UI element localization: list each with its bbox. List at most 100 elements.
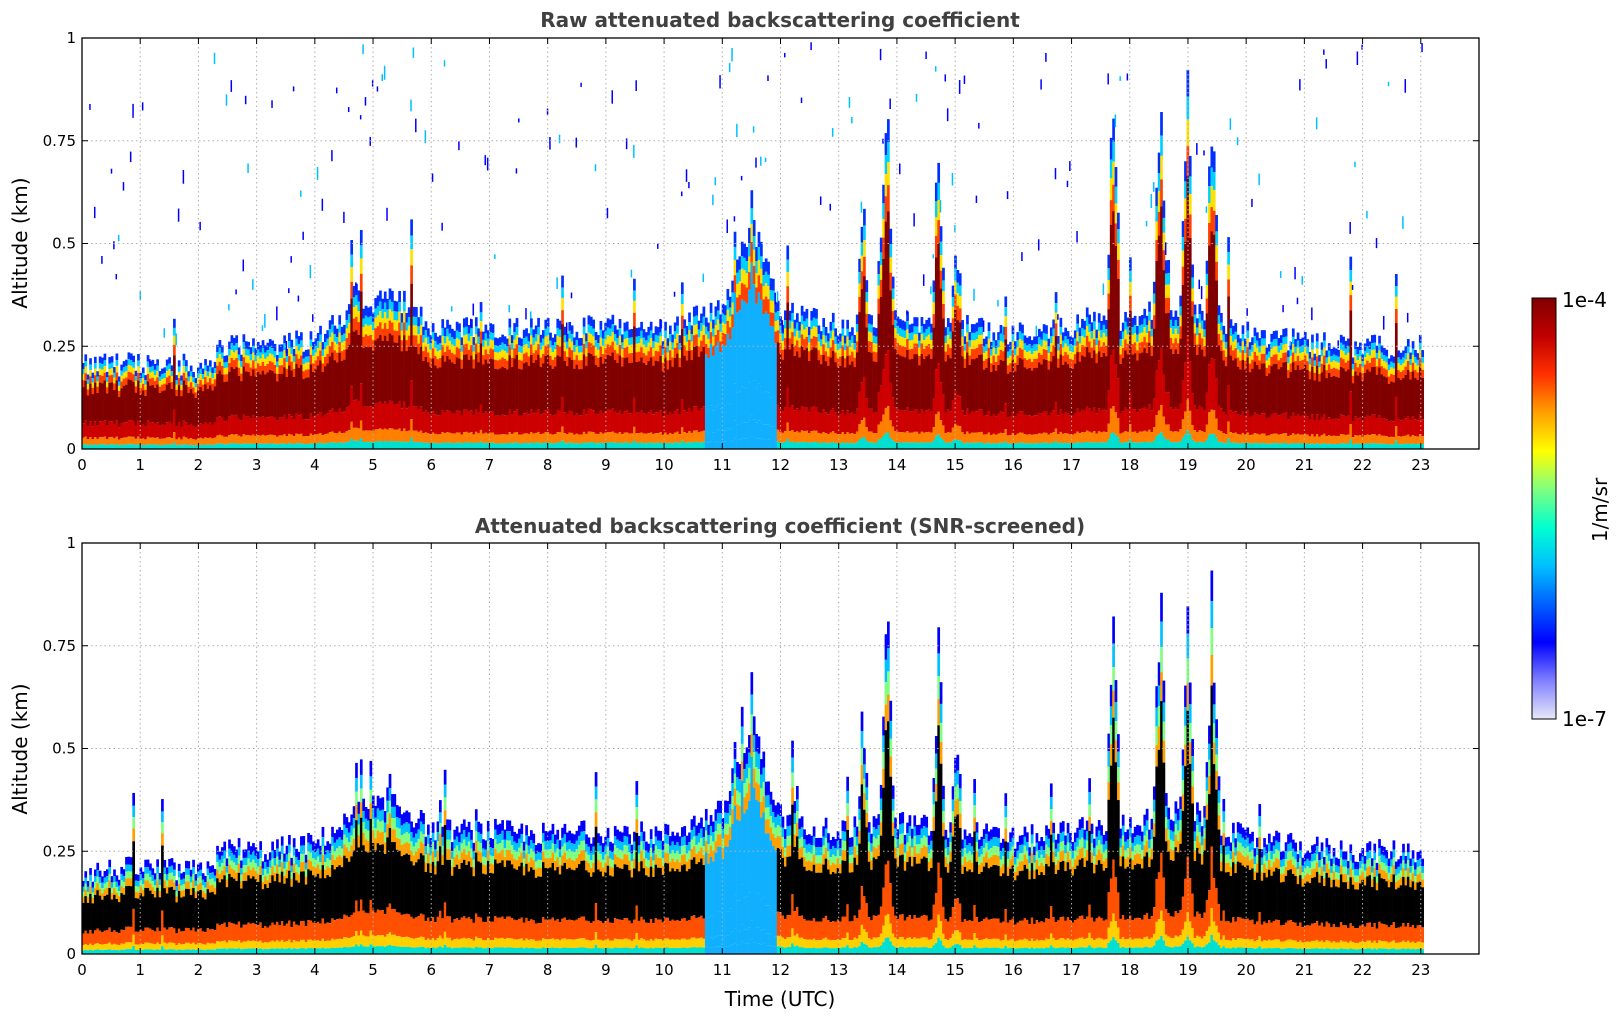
- heatmap-cell: [1294, 339, 1298, 347]
- heatmap-cell: [915, 317, 919, 327]
- heatmap-cell: [712, 345, 715, 356]
- heatmap-cell: [503, 336, 507, 345]
- heatmap-cell: [1406, 443, 1410, 449]
- heatmap-cell: [395, 301, 399, 312]
- heatmap-cell: [1148, 311, 1151, 321]
- heatmap-cell: [465, 326, 469, 335]
- heatmap-cell: [934, 235, 938, 258]
- heatmap-cell: [431, 339, 435, 349]
- heatmap-cell: [312, 349, 315, 356]
- heatmap-cell: [1397, 350, 1401, 358]
- heatmap-cell: [712, 410, 715, 433]
- heatmap-cell: [211, 424, 215, 439]
- heatmap-cell: [889, 257, 893, 273]
- heatmap-cell: [702, 335, 706, 347]
- heatmap-cell: [1102, 342, 1106, 353]
- heatmap-cell: [611, 324, 615, 333]
- heatmap-cell: [278, 443, 282, 449]
- heatmap-cell: [165, 384, 169, 423]
- heatmap-cell: [276, 436, 279, 445]
- heatmap-cell: [244, 355, 248, 363]
- heatmap-cell: [1176, 431, 1180, 443]
- heatmap-cell: [153, 444, 157, 449]
- heatmap-cell: [424, 337, 428, 347]
- heatmap-cell: [609, 328, 612, 337]
- heatmap-cell: [999, 341, 1003, 350]
- heatmap-cell: [1172, 326, 1175, 335]
- heatmap-cell: [1418, 349, 1422, 358]
- heatmap-noise: [565, 322, 568, 335]
- heatmap-cell: [1378, 343, 1381, 351]
- heatmap-cell: [161, 391, 164, 425]
- heatmap-cell: [1196, 318, 1199, 328]
- heatmap-cell: [1370, 414, 1374, 435]
- heatmap-cell: [295, 443, 298, 449]
- heatmap-cell: [1140, 324, 1144, 333]
- heatmap-cell: [86, 426, 90, 440]
- heatmap-noise: [1421, 43, 1423, 53]
- heatmap-cell: [1279, 357, 1283, 368]
- heatmap-cell: [343, 359, 346, 412]
- heatmap-cell: [748, 437, 751, 449]
- heatmap-cell: [316, 443, 320, 449]
- heatmap-cell: [1179, 326, 1183, 339]
- heatmap-cell: [316, 341, 320, 349]
- heatmap-cell: [1093, 329, 1096, 340]
- heatmap-cell: [482, 433, 485, 444]
- heatmap-cell: [427, 433, 430, 443]
- heatmap-cell: [292, 444, 296, 449]
- heatmap-cell: [827, 348, 830, 357]
- heatmap-cell: [422, 360, 425, 413]
- heatmap-cell: [597, 366, 600, 415]
- heatmap-cell: [359, 273, 363, 292]
- heatmap-cell: [1356, 443, 1360, 449]
- heatmap-cell: [1179, 338, 1183, 403]
- heatmap-cell: [661, 371, 665, 417]
- heatmap-cell: [769, 326, 773, 398]
- heatmap-cell: [506, 338, 509, 347]
- heatmap-cell: [542, 353, 545, 364]
- heatmap-cell: [688, 350, 691, 409]
- heatmap-cell: [518, 351, 521, 360]
- heatmap-cell: [899, 432, 902, 443]
- heatmap-cell: [1272, 433, 1276, 444]
- heatmap-cell: [1164, 439, 1168, 449]
- heatmap-cell: [431, 432, 435, 443]
- heatmap-cell: [441, 328, 445, 337]
- heatmap-cell: [678, 349, 682, 358]
- heatmap-cell: [182, 366, 186, 373]
- heatmap-cell: [1131, 442, 1135, 449]
- heatmap-cell: [815, 318, 818, 328]
- heatmap-cell: [645, 340, 648, 348]
- heatmap-cell: [1052, 319, 1056, 329]
- heatmap-noise: [225, 94, 228, 106]
- heatmap-cell: [278, 351, 282, 359]
- heatmap-cell: [1344, 434, 1348, 444]
- heatmap-cell: [958, 440, 962, 449]
- heatmap-noise: [719, 75, 721, 89]
- heatmap-cell: [1255, 340, 1259, 348]
- heatmap-cell: [376, 326, 380, 339]
- heatmap-noise: [1035, 325, 1038, 337]
- heatmap-cell: [1114, 203, 1118, 224]
- heatmap-cell: [937, 182, 941, 201]
- heatmap-cell: [486, 363, 490, 414]
- heatmap-cell: [1418, 434, 1422, 444]
- heatmap-cell: [1212, 434, 1216, 449]
- heatmap-cell: [216, 358, 219, 366]
- heatmap-cell: [506, 434, 509, 444]
- heatmap-cell: [910, 348, 914, 359]
- heatmap-cell: [182, 372, 186, 381]
- heatmap-cell: [659, 345, 663, 356]
- heatmap-cell: [1251, 434, 1254, 444]
- heatmap-cell: [963, 434, 967, 444]
- heatmap-cell: [621, 334, 624, 343]
- heatmap-cell: [781, 442, 785, 449]
- heatmap-cell: [525, 362, 528, 413]
- heatmap-cell: [954, 309, 957, 391]
- heatmap-cell: [197, 367, 200, 374]
- heatmap-cell: [1004, 307, 1008, 317]
- heatmap-cell: [556, 442, 560, 449]
- heatmap-cell: [527, 341, 531, 349]
- heatmap-cell: [779, 316, 782, 326]
